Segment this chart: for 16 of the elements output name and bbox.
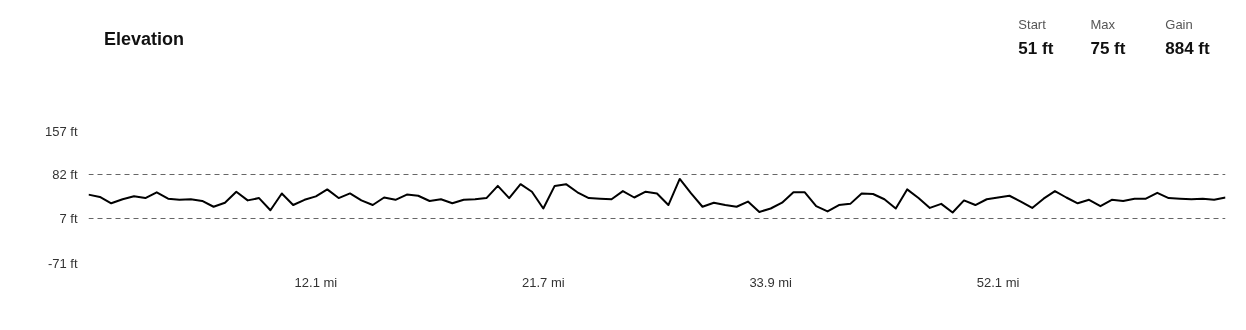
y-tick-label: 157 ft [44, 124, 78, 139]
text: Gain [1165, 17, 1193, 32]
text: Max [1090, 17, 1116, 32]
text: 884 ft [1165, 39, 1211, 58]
y-tick-label: 82 ft [52, 167, 78, 183]
y-tick-label: 7 ft [59, 210, 78, 226]
chart-title: Elevation [104, 28, 185, 49]
line-series [88, 177, 1226, 214]
x-tick-label: 21.7 mi [521, 274, 565, 290]
text: 75 ft [1090, 39, 1126, 58]
x-tick-label: 52.1 mi [976, 274, 1020, 290]
y-tick-label: -71 ft [47, 256, 78, 271]
text: 51 ft [1018, 39, 1054, 58]
text: Start [1018, 17, 1047, 32]
x-tick-label: 33.9 mi [749, 274, 793, 290]
x-tick-label: 12.1 mi [294, 274, 338, 290]
